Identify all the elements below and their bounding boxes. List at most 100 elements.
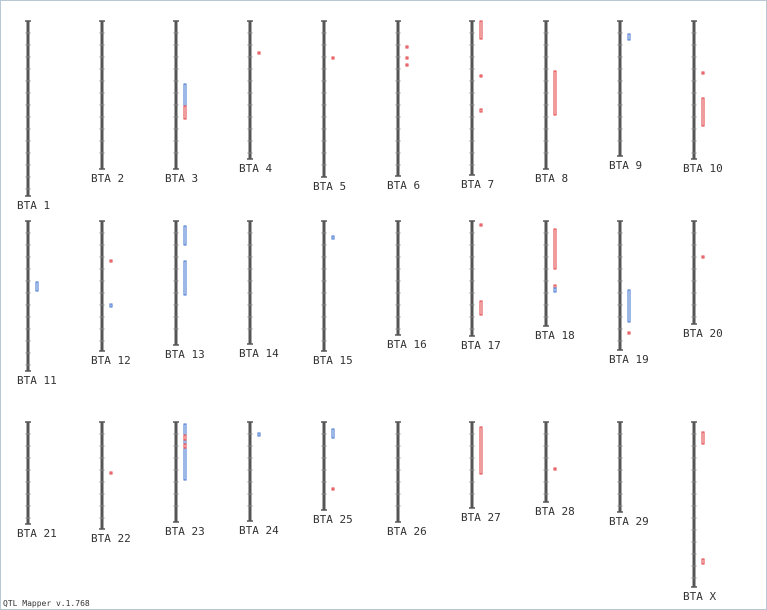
chromosome-bar — [100, 221, 104, 351]
qtl-region[interactable] — [553, 70, 557, 116]
chromosome-bar — [322, 422, 326, 510]
qtl-region[interactable] — [183, 225, 187, 246]
chromosome-label: BTA 29 — [609, 515, 649, 528]
qtl-region[interactable] — [183, 260, 187, 296]
chromosome-label: BTA 3 — [165, 172, 198, 185]
qtl-region[interactable] — [701, 97, 705, 127]
chromosome: BTA 28 — [535, 421, 575, 518]
qtl-region[interactable] — [627, 33, 631, 41]
qtl-region[interactable] — [109, 471, 113, 475]
qtl-region[interactable] — [405, 45, 409, 49]
qtl-region[interactable] — [331, 56, 335, 60]
app-version: QTL Mapper v.1.768 — [3, 599, 90, 608]
chromosome-bar — [100, 422, 104, 529]
qtl-region[interactable] — [479, 223, 483, 227]
qtl-region[interactable] — [479, 108, 483, 113]
chromosome: BTA 10 — [683, 20, 723, 175]
chromosome-bar — [248, 221, 252, 344]
chromosome-label: BTA 13 — [165, 348, 205, 361]
qtl-region[interactable] — [331, 428, 335, 439]
chromosome: BTA 25 — [313, 421, 353, 526]
qtl-region[interactable] — [405, 63, 409, 67]
chromosome-bar — [544, 221, 548, 326]
chromosome: BTA 4 — [239, 20, 272, 175]
qtl-region[interactable] — [183, 443, 187, 449]
chromosome-label: BTA 26 — [387, 525, 427, 538]
chromosome: BTA 22 — [91, 421, 131, 545]
qtl-region[interactable] — [331, 487, 335, 491]
qtl-region[interactable] — [479, 300, 483, 316]
qtl-region[interactable] — [405, 56, 409, 60]
chromosome-label: BTA 5 — [313, 180, 346, 193]
qtl-region[interactable] — [701, 255, 705, 259]
chromosome: BTA 18 — [535, 220, 575, 342]
chromosome-label: BTA 24 — [239, 524, 279, 537]
chromosome-bar — [544, 21, 548, 169]
qtl-region[interactable] — [183, 423, 187, 481]
chromosome-bar — [396, 21, 400, 176]
chromosome-bar — [248, 422, 252, 521]
chromosome-label: BTA 17 — [461, 339, 501, 352]
chromosome: BTA 14 — [239, 220, 279, 360]
qtl-region[interactable] — [553, 228, 557, 270]
chromosome: BTA 7 — [461, 20, 494, 191]
qtl-region[interactable] — [183, 105, 187, 120]
chromosome-bar — [692, 21, 696, 159]
chromosome: BTA 8 — [535, 20, 568, 185]
chromosome-bar — [26, 422, 30, 524]
chromosome-label: BTA 19 — [609, 353, 649, 366]
chromosome-label: BTA 7 — [461, 178, 494, 191]
qtl-region[interactable] — [701, 558, 705, 565]
chromosome-label: BTA 16 — [387, 338, 427, 351]
chromosome: BTA 1 — [17, 20, 50, 212]
chromosome-bar — [618, 21, 622, 156]
chromosome: BTA 3 — [165, 20, 198, 185]
qtl-region[interactable] — [257, 432, 261, 437]
chromosome-label: BTA 18 — [535, 329, 575, 342]
chromosome-label: BTA 12 — [91, 354, 131, 367]
chromosome-label: BTA 10 — [683, 162, 723, 175]
chromosome-label: BTA 21 — [17, 527, 57, 540]
qtl-region[interactable] — [627, 331, 631, 335]
chromosome-label: BTA 23 — [165, 525, 205, 538]
chromosome-bar — [618, 422, 622, 512]
chromosome-label: BTA 25 — [313, 513, 353, 526]
chromosome-bar — [174, 422, 178, 522]
chromosome-label: BTA 27 — [461, 511, 501, 524]
chromosome-bar — [248, 21, 252, 159]
qtl-region[interactable] — [109, 259, 113, 263]
chromosome-label: BTA 4 — [239, 162, 272, 175]
chromosome-label: BTA 14 — [239, 347, 279, 360]
chromosome-bar — [470, 21, 474, 175]
qtl-region[interactable] — [479, 426, 483, 475]
chromosome: BTA 17 — [461, 220, 501, 352]
qtl-region[interactable] — [553, 287, 557, 293]
chromosome: BTA 24 — [239, 421, 279, 537]
qtl-region[interactable] — [479, 20, 483, 40]
chromosome: BTA 13 — [165, 220, 205, 361]
chromosome-label: BTA 20 — [683, 327, 723, 340]
qtl-region[interactable] — [479, 74, 483, 78]
chromosome: BTA 19 — [609, 220, 649, 366]
chromosome: BTA 9 — [609, 20, 642, 172]
chromosome: BTA 15 — [313, 220, 353, 367]
chromosome-bar — [544, 422, 548, 502]
chromosome: BTA 2 — [91, 20, 124, 185]
qtl-region[interactable] — [701, 431, 705, 445]
qtl-region[interactable] — [109, 303, 113, 308]
chromosome-label: BTA 11 — [17, 374, 57, 387]
chromosome-label: BTA X — [683, 590, 716, 603]
qtl-region[interactable] — [627, 289, 631, 323]
chromosome-label: BTA 8 — [535, 172, 568, 185]
qtl-region[interactable] — [701, 71, 705, 75]
qtl-region[interactable] — [553, 467, 557, 471]
qtl-region[interactable] — [183, 434, 187, 441]
qtl-region[interactable] — [257, 51, 261, 55]
chromosome-label: BTA 22 — [91, 532, 131, 545]
chromosome-label: BTA 2 — [91, 172, 124, 185]
qtl-region[interactable] — [35, 281, 39, 292]
qtl-region[interactable] — [331, 235, 335, 240]
chromosome-bar — [100, 21, 104, 169]
